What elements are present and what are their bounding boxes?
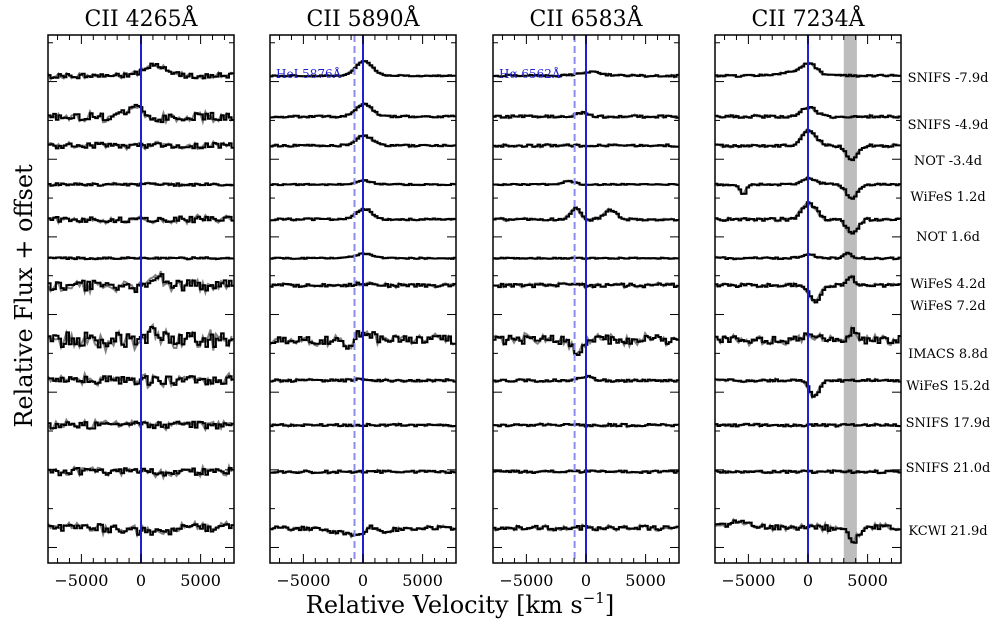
binned-spectrum — [270, 102, 456, 119]
x-axis-label: Relative Velocity [km s−1] — [306, 589, 614, 619]
x-tick-label: 5000 — [625, 571, 666, 590]
raw-spectrum — [714, 324, 900, 348]
binned-spectrum — [715, 176, 901, 200]
x-axis-label-sup: −1 — [583, 589, 605, 607]
x-tick-label: −5000 — [499, 571, 553, 590]
panel-7234: −5000 0 5000 CII 7234Å — [714, 4, 902, 590]
x-tick-label: −5000 — [54, 571, 108, 590]
panel-6583: Hα 6562Å −5000 0 5000 CII 6583Å — [492, 4, 680, 590]
binned-spectrum — [715, 469, 901, 474]
binned-spectrum — [270, 60, 456, 78]
raw-spectrum — [714, 517, 900, 543]
binned-spectrum — [48, 375, 234, 386]
x-tick-label: −5000 — [721, 571, 775, 590]
y-axis-label: Relative Flux + offset — [10, 164, 38, 428]
binned-spectrum — [715, 327, 901, 345]
binned-spectrum — [270, 134, 456, 148]
binned-spectrum — [493, 422, 679, 428]
epoch-labels: SNIFS -7.9d SNIFS -4.9d NOT -3.4d WiFeS 1.2… — [906, 71, 991, 539]
binned-spectrum — [715, 129, 901, 162]
binned-spectrum — [270, 377, 456, 383]
binned-spectrum — [270, 281, 456, 288]
binned-spectrum — [493, 524, 679, 532]
x-tick-label: 5000 — [847, 571, 888, 590]
x-tick-label: 0 — [803, 571, 813, 590]
panel-title: CII 5890Å — [306, 4, 420, 32]
binned-spectrum — [493, 282, 679, 289]
telluric-shade — [843, 35, 857, 563]
epoch-label: WiFeS 15.2d — [906, 379, 990, 394]
panel-title: CII 7234Å — [751, 4, 865, 32]
binned-spectrum — [270, 179, 456, 187]
binned-spectrum — [270, 423, 456, 428]
epoch-label: SNIFS 21.0d — [906, 461, 991, 476]
epoch-label: NOT 1.6d — [916, 230, 980, 245]
epoch-label: NOT -3.4d — [914, 154, 982, 169]
epoch-label: KCWI 21.9d — [908, 524, 987, 539]
panel-4265: −5000 0 5000 CII 4265Å — [47, 4, 235, 590]
epoch-label: SNIFS 17.9d — [906, 416, 991, 431]
binned-spectrum — [715, 201, 901, 235]
binned-spectrum — [493, 256, 679, 260]
binned-spectrum — [270, 208, 456, 222]
contaminant-annotation: HeI 5876Å — [276, 66, 342, 81]
epoch-label: WiFeS 4.2d — [910, 277, 985, 292]
binned-spectrum — [270, 469, 456, 474]
epoch-label: WiFeS 7.2d — [910, 299, 985, 314]
epoch-label: IMACS 8.8d — [908, 347, 988, 362]
binned-spectrum — [715, 106, 901, 119]
raw-spectrum — [47, 270, 233, 297]
binned-spectrum — [493, 469, 679, 474]
panels-layer: −5000 0 5000 CII 4265Å HeI 5876Å −5000 0 5000 CI… — [47, 4, 902, 590]
binned-spectrum — [493, 143, 679, 148]
binned-spectrum — [715, 251, 901, 261]
raw-spectrum — [714, 176, 899, 200]
panel-title: CII 6583Å — [529, 4, 643, 32]
binned-spectrum — [270, 524, 456, 537]
binned-spectrum — [48, 256, 234, 261]
epoch-label: SNIFS -4.9d — [908, 118, 989, 133]
x-tick-label: 0 — [136, 571, 146, 590]
binned-spectrum — [493, 206, 679, 222]
x-axis-label-close: ] — [605, 591, 614, 619]
epoch-label: SNIFS -7.9d — [908, 71, 989, 86]
binned-spectrum — [493, 111, 679, 119]
binned-spectrum — [48, 420, 234, 430]
panel-5890: HeI 5876Å −5000 0 5000 CII 5890Å — [269, 4, 457, 590]
x-tick-label: 5000 — [180, 571, 221, 590]
binned-spectrum — [715, 62, 901, 78]
binned-spectrum — [715, 275, 901, 304]
epoch-label: WiFeS 1.2d — [910, 190, 985, 205]
panel-title: CII 4265Å — [84, 4, 198, 32]
binned-spectrum — [493, 334, 679, 356]
binned-spectrum — [493, 70, 679, 78]
x-tick-label: 0 — [581, 571, 591, 590]
x-tick-label: 5000 — [402, 571, 443, 590]
contaminant-annotation: Hα 6562Å — [499, 66, 561, 81]
x-axis-label-main: Relative Velocity [km s — [306, 591, 583, 619]
binned-spectrum — [48, 273, 234, 293]
binned-spectrum — [493, 374, 679, 383]
x-tick-label: 0 — [358, 571, 368, 590]
x-tick-label: −5000 — [276, 571, 330, 590]
